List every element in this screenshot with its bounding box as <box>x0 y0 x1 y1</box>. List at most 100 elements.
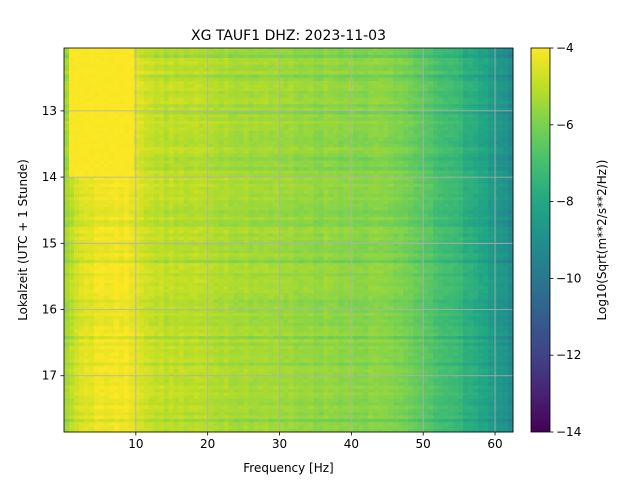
spectrogram-cell <box>118 117 125 122</box>
spectrogram-cell <box>338 110 344 115</box>
spectrogram-cell <box>458 153 464 158</box>
spectrogram-cell <box>438 187 444 191</box>
spectrogram-cell <box>113 193 120 198</box>
spectrogram-cell <box>233 94 240 99</box>
spectrogram-cell <box>383 183 389 188</box>
spectrogram-cell <box>333 77 339 82</box>
spectrogram-cell <box>213 190 220 195</box>
spectrogram-cell <box>478 160 484 165</box>
spectrogram-cell <box>483 120 489 125</box>
spectrogram-cell <box>258 190 265 195</box>
spectrogram-cell <box>258 193 265 198</box>
spectrogram-cell <box>188 163 195 168</box>
spectrogram-cell <box>478 87 484 92</box>
spectrogram-cell <box>413 180 419 185</box>
spectrogram-cell <box>403 100 409 105</box>
spectrogram-cell <box>353 107 359 112</box>
spectrogram-cell <box>413 104 419 109</box>
spectrogram-cell <box>158 57 165 62</box>
spectrogram-cell <box>488 193 494 198</box>
spectrogram-cell <box>68 157 75 162</box>
spectrogram-cell <box>293 210 299 215</box>
spectrogram-cell <box>493 183 499 188</box>
spectrogram-cell <box>508 97 514 102</box>
spectrogram-cell <box>173 110 180 115</box>
spectrogram-cell <box>263 57 270 62</box>
spectrogram-cell <box>83 107 90 112</box>
spectrogram-cell <box>183 107 190 112</box>
spectrogram-cell <box>238 87 245 92</box>
spectrogram-cell <box>448 97 454 102</box>
spectrogram-cell <box>73 91 80 95</box>
spectrogram-cell <box>433 124 439 128</box>
spectrogram-cell <box>233 81 240 85</box>
spectrogram-cell <box>453 61 459 66</box>
spectrogram-cell <box>138 100 145 105</box>
spectrogram-cell <box>353 104 359 109</box>
spectrogram-cell <box>493 81 499 85</box>
spectrogram-cell <box>78 71 85 75</box>
spectrogram-cell <box>383 177 389 181</box>
spectrogram-cell <box>263 203 270 208</box>
spectrogram-cell <box>143 67 150 72</box>
spectrogram-cell <box>323 140 329 145</box>
spectrogram-cell <box>98 230 105 234</box>
spectrogram-cell <box>413 223 419 228</box>
spectrogram-cell <box>303 196 309 201</box>
spectrogram-cell <box>298 183 304 188</box>
spectrogram-cell <box>113 167 120 171</box>
spectrogram-cell <box>358 134 364 138</box>
spectrogram-cell <box>108 206 115 211</box>
spectrogram-cell <box>483 87 489 92</box>
spectrogram-cell <box>438 137 444 142</box>
spectrogram-cell <box>193 144 200 148</box>
spectrogram-cell <box>168 94 175 99</box>
spectrogram-cell <box>83 140 90 145</box>
spectrogram-cell <box>378 51 384 56</box>
spectrogram-cell <box>433 57 439 62</box>
spectrogram-cell <box>423 134 429 138</box>
spectrogram-cell <box>148 57 155 62</box>
spectrogram-cell <box>343 193 349 198</box>
spectrogram-cell <box>108 170 115 175</box>
spectrogram-cell <box>338 206 344 211</box>
spectrogram-cell <box>198 226 205 231</box>
spectrogram-cell <box>278 124 285 128</box>
spectrogram-cell <box>398 153 404 158</box>
spectrogram-cell <box>253 91 260 95</box>
spectrogram-cell <box>93 220 100 224</box>
spectrogram-cell <box>318 137 324 142</box>
spectrogram-cell <box>493 64 499 69</box>
spectrogram-cell <box>153 104 160 109</box>
spectrogram-cell <box>183 220 190 224</box>
spectrogram-cell <box>408 120 414 125</box>
spectrogram-cell <box>253 71 260 75</box>
spectrogram-cell <box>393 64 399 69</box>
spectrogram-cell <box>428 140 434 145</box>
spectrogram-cell <box>173 183 180 188</box>
spectrogram-cell <box>253 177 260 181</box>
spectrogram-cell <box>73 110 80 115</box>
spectrogram-cell <box>183 64 190 69</box>
spectrogram-cell <box>148 173 155 178</box>
spectrogram-cell <box>458 107 464 112</box>
spectrogram-cell <box>273 206 280 211</box>
spectrogram-cell <box>443 130 449 135</box>
spectrogram-cell <box>148 110 155 115</box>
spectrogram-cell <box>313 180 319 185</box>
spectrogram-cell <box>198 210 205 215</box>
spectrogram-cell <box>273 48 280 52</box>
spectrogram-cell <box>328 117 334 122</box>
spectrogram-cell <box>453 193 459 198</box>
spectrogram-cell <box>463 134 469 138</box>
spectrogram-cell <box>278 57 285 62</box>
spectrogram-cell <box>158 87 165 92</box>
spectrogram-cell <box>388 97 394 102</box>
spectrogram-cell <box>423 51 429 56</box>
spectrogram-cell <box>313 94 319 99</box>
spectrogram-cell <box>258 91 265 95</box>
spectrogram-cell <box>178 124 185 128</box>
spectrogram-cell <box>183 57 190 62</box>
spectrogram-cell <box>463 163 469 168</box>
spectrogram-cell <box>108 153 115 158</box>
